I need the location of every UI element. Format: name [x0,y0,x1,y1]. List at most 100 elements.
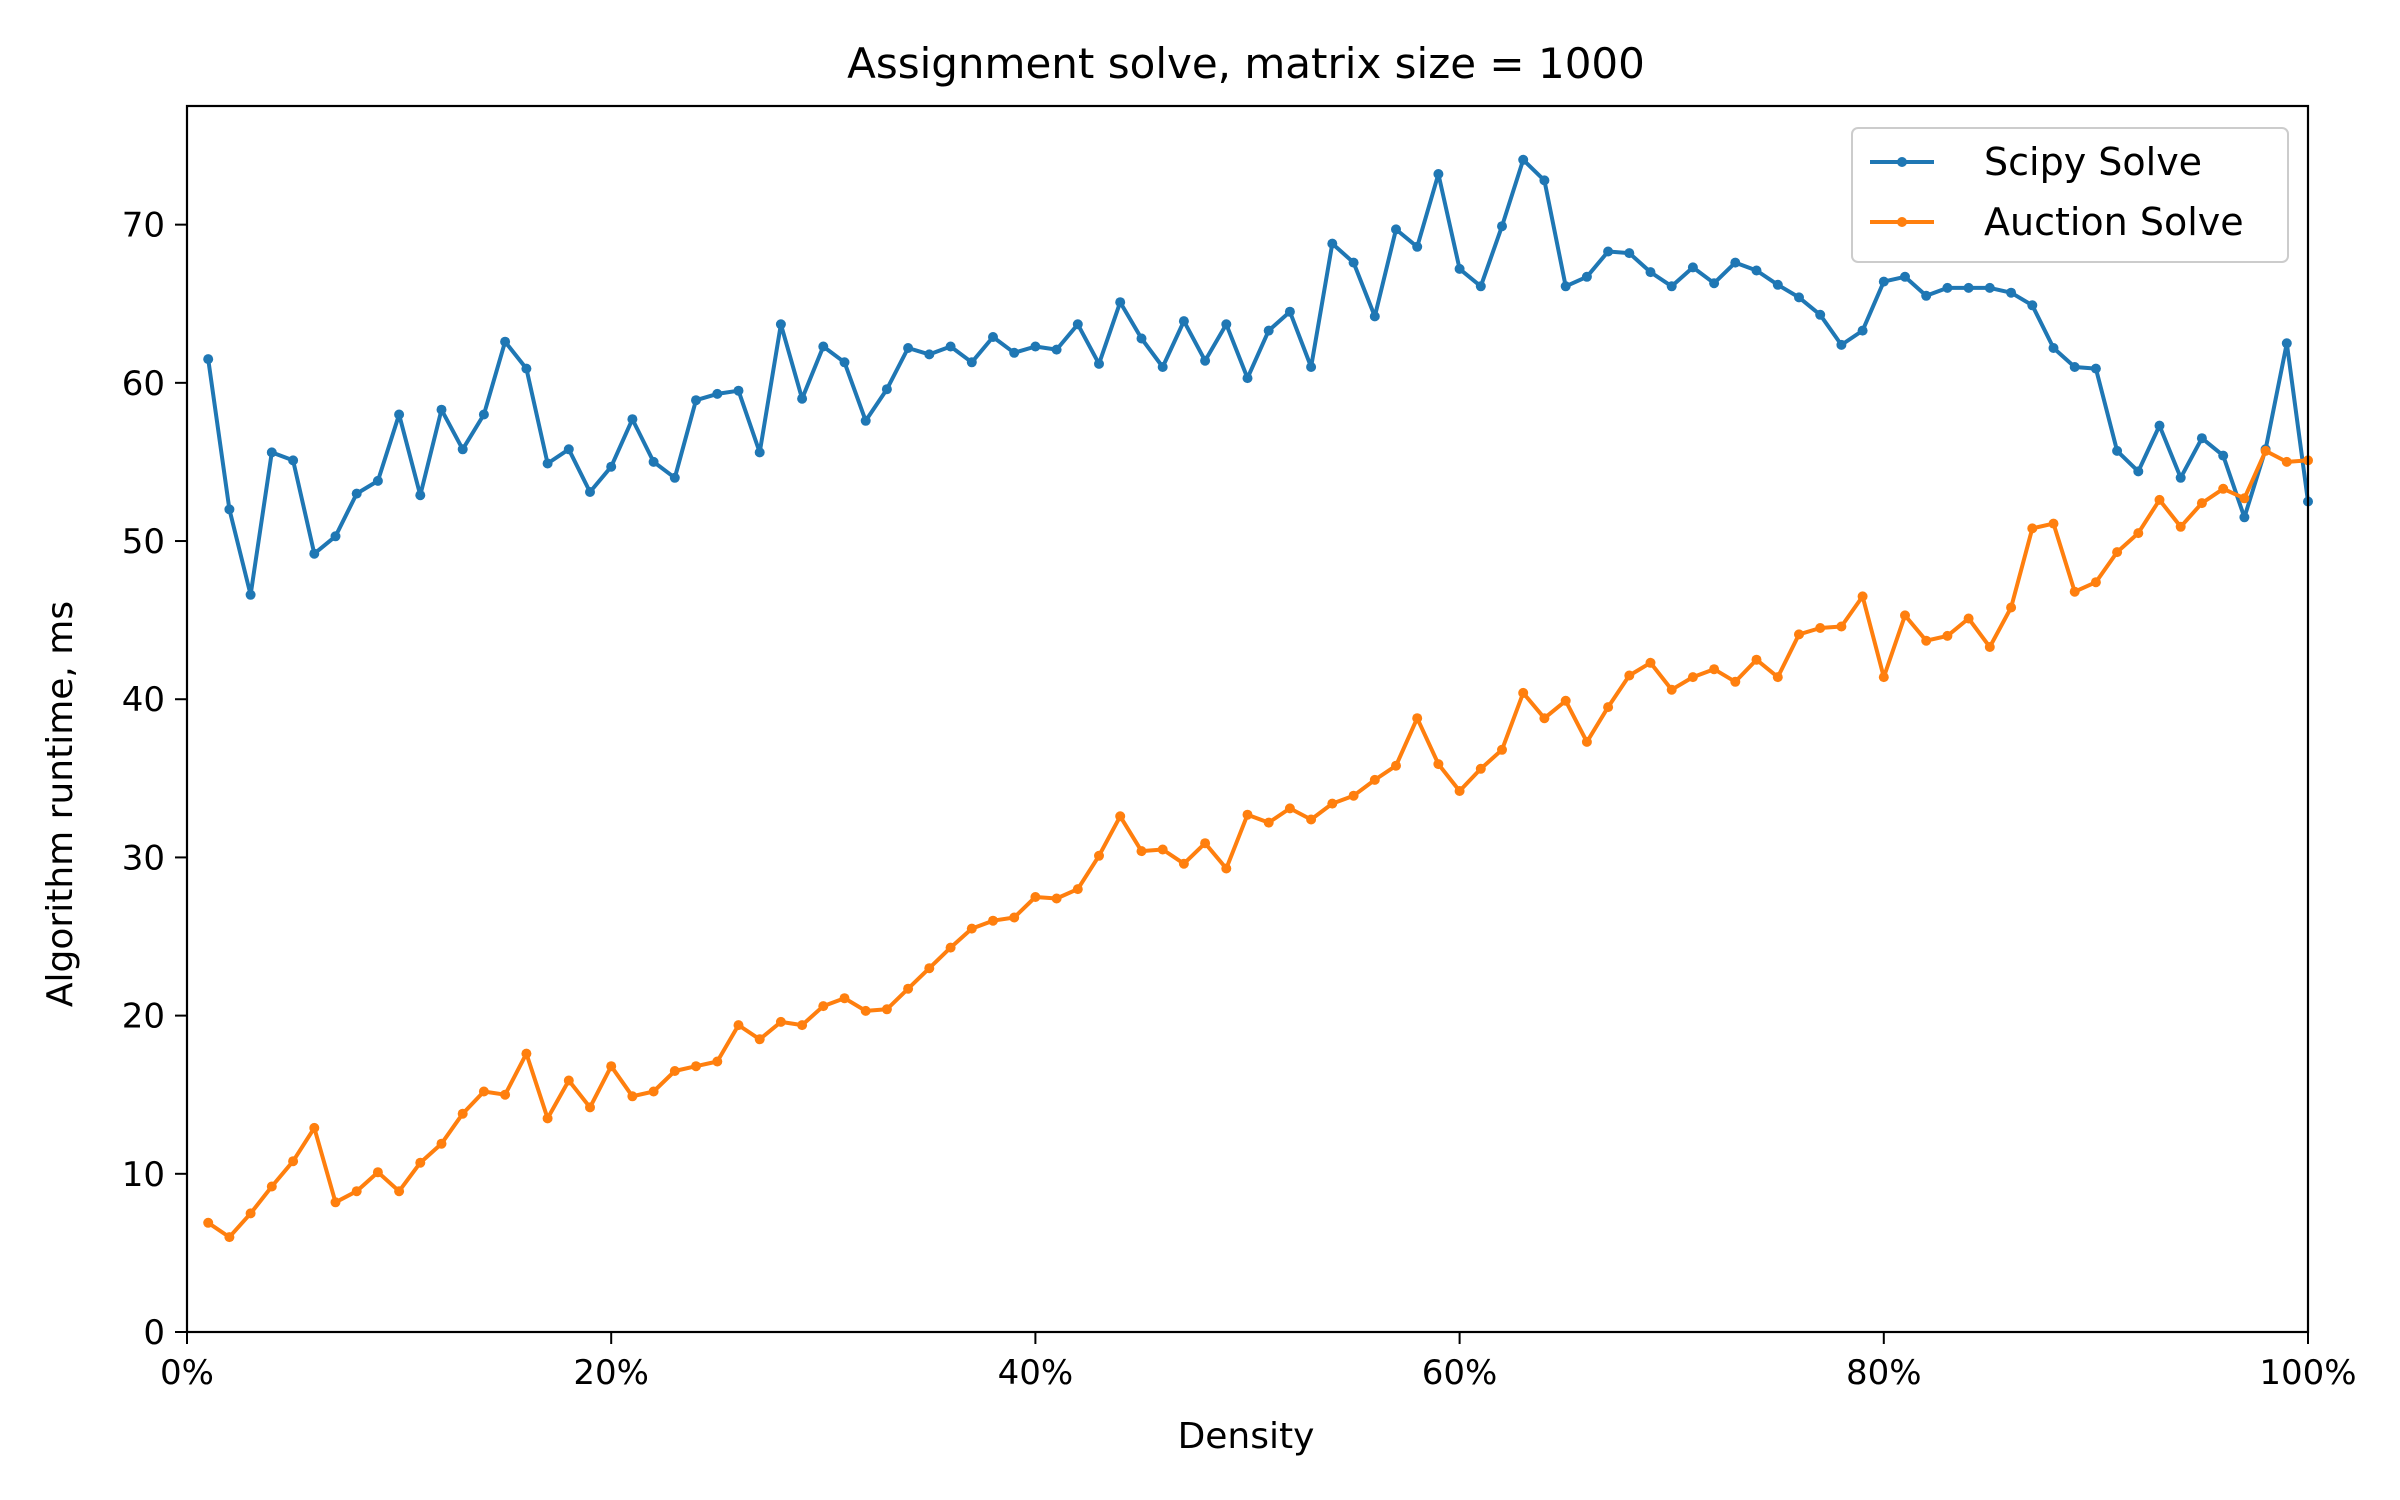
data-point-auction-solve [394,1186,405,1197]
data-point-auction-solve [563,1075,574,1086]
data-point-scipy-solve [1136,333,1147,344]
data-point-auction-solve [2281,456,2292,467]
data-point-auction-solve [2048,518,2059,529]
data-point-scipy-solve [1560,281,1571,292]
data-point-auction-solve [1539,713,1550,724]
data-point-auction-solve [1581,736,1592,747]
data-point-scipy-solve [691,395,701,406]
data-point-scipy-solve [1178,316,1189,327]
data-point-scipy-solve [1518,154,1529,165]
data-point-scipy-solve [712,388,723,399]
data-point-auction-solve [712,1056,723,1067]
data-point-auction-solve [903,983,914,994]
data-point-scipy-solve [457,444,468,455]
data-point-scipy-solve [1963,282,1974,293]
data-point-auction-solve [1878,672,1889,683]
legend-swatch-marker [1897,217,1907,227]
data-point-auction-solve [1348,790,1359,801]
y-tick-label: 30 [122,838,165,878]
data-point-auction-solve [1815,623,1826,633]
data-point-scipy-solve [1815,309,1826,320]
data-point-scipy-solve [1878,276,1889,287]
data-point-scipy-solve [1009,347,1020,358]
data-point-auction-solve [1242,809,1253,820]
data-point-scipy-solve [1645,267,1656,278]
data-point-auction-solve [648,1086,659,1097]
data-point-auction-solve [839,993,850,1004]
legend-item-auction-solve: Auction Solve [1870,200,2244,244]
data-point-scipy-solve [1348,257,1359,268]
series-line-scipy-solve [206,157,2310,597]
data-point-scipy-solve [2006,287,2017,298]
data-point-scipy-solve [1475,281,1486,292]
data-point-auction-solve [436,1138,447,1149]
data-point-scipy-solve [1497,221,1507,232]
data-point-auction-solve [1942,630,1953,641]
data-point-scipy-solve [500,336,511,347]
data-point-auction-solve [1094,850,1104,861]
data-point-scipy-solve [203,354,214,365]
data-point-scipy-solve [415,490,426,501]
data-point-auction-solve [988,915,998,926]
data-point-auction-solve [669,1066,680,1076]
data-point-scipy-solve [2112,445,2123,456]
data-point-auction-solve [945,942,956,953]
y-tick-label: 60 [122,364,165,404]
data-point-scipy-solve [1772,279,1783,290]
data-point-scipy-solve [648,456,659,467]
data-point-auction-solve [1136,846,1147,857]
legend-label: Scipy Solve [1984,140,2202,184]
data-point-auction-solve [2175,521,2186,532]
data-point-scipy-solve [754,447,765,458]
data-point-scipy-solve [224,504,235,515]
data-point-auction-solve [1603,702,1614,713]
y-tick-label: 0 [143,1313,165,1353]
y-tick-label: 50 [122,522,165,562]
data-point-scipy-solve [1666,281,1677,292]
data-point-auction-solve [330,1197,341,1208]
data-point-scipy-solve [1115,297,1126,308]
data-point-scipy-solve [2048,343,2059,353]
data-point-scipy-solve [881,384,892,395]
data-point-auction-solve [966,923,977,934]
y-tick-label: 10 [122,1155,165,1195]
data-point-scipy-solve [1030,341,1041,352]
data-point-auction-solve [1072,884,1083,895]
data-point-auction-solve [1709,664,1720,675]
data-point-auction-solve [1730,676,1741,687]
series-auction-solve [203,445,2313,1243]
data-point-scipy-solve [436,404,447,415]
data-point-auction-solve [1475,763,1486,774]
data-point-scipy-solve [1836,339,1847,350]
data-point-auction-solve [351,1186,362,1197]
data-point-scipy-solve [478,409,489,420]
data-point-scipy-solve [1306,362,1317,372]
data-point-auction-solve [2090,577,2101,588]
legend-box [1851,127,2289,263]
x-tick-label: 20% [573,1353,649,1393]
data-point-auction-solve [860,1005,871,1016]
data-point-scipy-solve [2027,300,2038,311]
data-point-scipy-solve [1730,257,1741,268]
data-point-auction-solve [2218,483,2229,494]
data-point-scipy-solve [1857,325,1868,336]
data-point-scipy-solve [988,332,998,342]
data-point-scipy-solve [903,343,914,353]
data-point-scipy-solve [1581,271,1592,282]
data-point-auction-solve [1433,759,1444,770]
data-point-auction-solve [2027,523,2038,534]
data-point-auction-solve [1030,892,1041,902]
data-point-scipy-solve [1709,278,1720,289]
data-point-auction-solve [1751,654,1762,665]
data-point-scipy-solve [1369,311,1380,322]
data-point-scipy-solve [1984,282,1995,293]
data-point-scipy-solve [1200,355,1211,366]
data-point-auction-solve [521,1048,532,1059]
data-point-scipy-solve [775,319,786,330]
data-point-auction-solve [2239,493,2250,504]
data-point-auction-solve [1984,642,1995,652]
data-point-scipy-solve [1603,246,1614,257]
data-point-auction-solve [245,1208,256,1219]
data-point-auction-solve [2112,547,2123,558]
